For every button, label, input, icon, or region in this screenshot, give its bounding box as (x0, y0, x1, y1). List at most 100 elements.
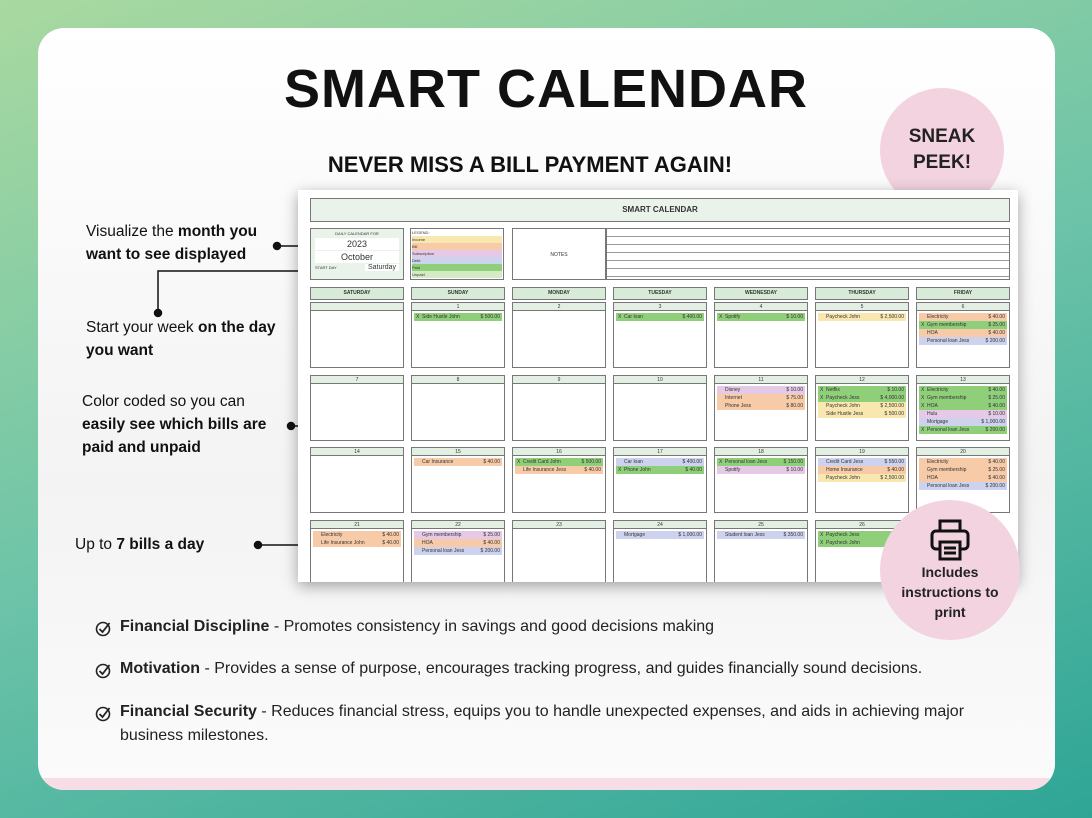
notes-label: NOTES (550, 252, 568, 258)
bill-amount: $ 400.00 (682, 459, 702, 465)
paid-mark: X (416, 314, 420, 320)
weekday-header: TUESDAY (613, 287, 707, 300)
bill-amount: $ 350.00 (783, 532, 803, 538)
bill-amount: $ 10.00 (988, 411, 1005, 417)
day-cell: 17 Car loan $ 400.00 X Phone John $ 40.00 (613, 447, 707, 513)
bill-name: Disney (725, 387, 741, 393)
day-cell: 10 (613, 375, 707, 441)
bill-name: Electricity (927, 459, 949, 465)
bill-name: Phone John (624, 467, 651, 473)
bill-row: Car loan $ 400.00 (616, 458, 704, 466)
callout: Color coded so you can easily see which … (82, 390, 292, 459)
day-cell: 18 X Personal loan Jess $ 150.00 Spotify $ 10… (714, 447, 808, 513)
bill-amount: $ 400.00 (682, 314, 702, 320)
callout-segment: on the day you want (86, 319, 276, 359)
day-cell: 16 X Credit Card John $ 500.00 Life Insuranc… (512, 447, 606, 513)
day-number: 22 (412, 521, 504, 529)
day-cell: 24 Mortgage $ 1,000.00 (613, 520, 707, 582)
bill-row: Paycheck John $ 2,500.00 (818, 313, 906, 321)
badge-line: SNEAK (908, 126, 976, 147)
bill-row: HOA $ 40.00 (919, 329, 1007, 337)
bill-row: X Spotify $ 10.00 (717, 313, 805, 321)
bill-name: Life Insurance Jess (523, 467, 567, 473)
day-number: 16 (513, 448, 605, 456)
notes-box: NOTES (512, 228, 606, 280)
bill-amount: $ 40.00 (988, 403, 1005, 409)
day-cell (310, 302, 404, 368)
day-number: 11 (715, 376, 807, 384)
bill-row: X Phone John $ 40.00 (616, 466, 704, 474)
bill-name: Life Insurance John (321, 540, 365, 546)
bill-amount: $ 40.00 (382, 532, 399, 538)
bill-name: Car Insurance (422, 459, 454, 465)
bill-amount: $ 4,000.00 (880, 395, 904, 401)
bill-name: Internet (725, 395, 742, 401)
bill-amount: $ 75.00 (786, 395, 803, 401)
day-number: 21 (311, 521, 403, 529)
day-number: 19 (816, 448, 908, 456)
bill-row: Gym membership $ 25.00 (414, 531, 502, 539)
day-cell: 12 X Netflix $ 10.00 X Paycheck Jess $ 4,000.0… (815, 375, 909, 441)
bill-amount: $ 500.00 (884, 411, 904, 417)
legend-item: Bill (412, 243, 502, 250)
bill-amount: $ 200.00 (985, 483, 1005, 489)
day-number: 14 (311, 448, 403, 456)
print-badge: Includes instructions to print (880, 500, 1020, 640)
bill-amount: $ 40.00 (988, 475, 1005, 481)
bullet: Financial Security - Reduces financial s… (120, 700, 980, 748)
bill-name: HOA (422, 540, 433, 546)
callout-segment: 7 bills a day (116, 536, 205, 553)
bullet-text: - Provides a sense of purpose, encourage… (200, 660, 923, 677)
title: SMART CALENDAR (284, 59, 808, 119)
bill-row: HOA $ 40.00 (919, 474, 1007, 482)
bill-amount: $ 200.00 (985, 338, 1005, 344)
weekday-header: THURSDAY (815, 287, 909, 300)
legend-item: Paid (412, 264, 502, 271)
callout-segment: Color coded so you can (82, 393, 245, 410)
check-icon (95, 621, 111, 637)
day-number: 26 (816, 521, 908, 529)
notes-lines (606, 228, 1010, 280)
paid-mark: X (820, 387, 824, 393)
bullet-text: - Promotes consistency in savings and go… (269, 618, 715, 635)
day-number: 12 (816, 376, 908, 384)
bill-row: Personal loan Jess $ 200.00 (919, 482, 1007, 490)
bill-row: Personal loan Jess $ 200.00 (414, 547, 502, 555)
paid-mark: X (820, 395, 824, 401)
bill-row: Side Hustle Jess $ 500.00 (818, 410, 906, 418)
day-cell: 4 X Spotify $ 10.00 (714, 302, 808, 368)
legend-box: LEGEND: Income Bill Subscription Debt Paid Unp… (410, 228, 504, 280)
sheet-title: SMART CALENDAR (310, 198, 1010, 222)
callout-segment: easily see which bills are paid and unpa… (82, 416, 267, 456)
bill-amount: $ 10.00 (786, 314, 803, 320)
day-cell: 14 (310, 447, 404, 513)
day-cell: 25 Student loan Jess $ 350.00 (714, 520, 808, 582)
day-number: 3 (614, 303, 706, 311)
day-number: 2 (513, 303, 605, 311)
bill-name: Side Hustle John (422, 314, 460, 320)
legend-item: Income (412, 236, 502, 243)
legend-item: Unpaid (412, 271, 502, 278)
bill-name: Paycheck John (826, 403, 860, 409)
day-cell: 11 Disney $ 10.00 Internet $ 75.00 Phone Jess… (714, 375, 808, 441)
bill-amount: $ 200.00 (985, 427, 1005, 433)
bill-amount: $ 2,500.00 (880, 403, 904, 409)
bill-row: Electricity $ 40.00 (919, 313, 1007, 321)
bill-name: Gym membership (422, 532, 462, 538)
paid-mark: X (921, 322, 925, 328)
bill-amount: $ 150.00 (783, 459, 803, 465)
bill-row: X Electricity $ 40.00 (919, 386, 1007, 394)
printer-icon (930, 519, 970, 561)
day-number: 23 (513, 521, 605, 529)
callout: Start your week on the day you want (86, 316, 286, 362)
bill-row: Life Insurance John $ 40.00 (313, 539, 401, 547)
bill-row: Home Insurance $ 40.00 (818, 466, 906, 474)
bill-row: Mortgage $ 1,000.00 (616, 531, 704, 539)
paid-mark: X (618, 314, 622, 320)
bill-name: Gym membership (927, 467, 967, 473)
day-number: 17 (614, 448, 706, 456)
legend-title: LEGEND: (412, 230, 430, 235)
bill-amount: $ 500.00 (480, 314, 500, 320)
check-icon (95, 706, 111, 722)
bill-name: Credit Card Jess (826, 459, 864, 465)
